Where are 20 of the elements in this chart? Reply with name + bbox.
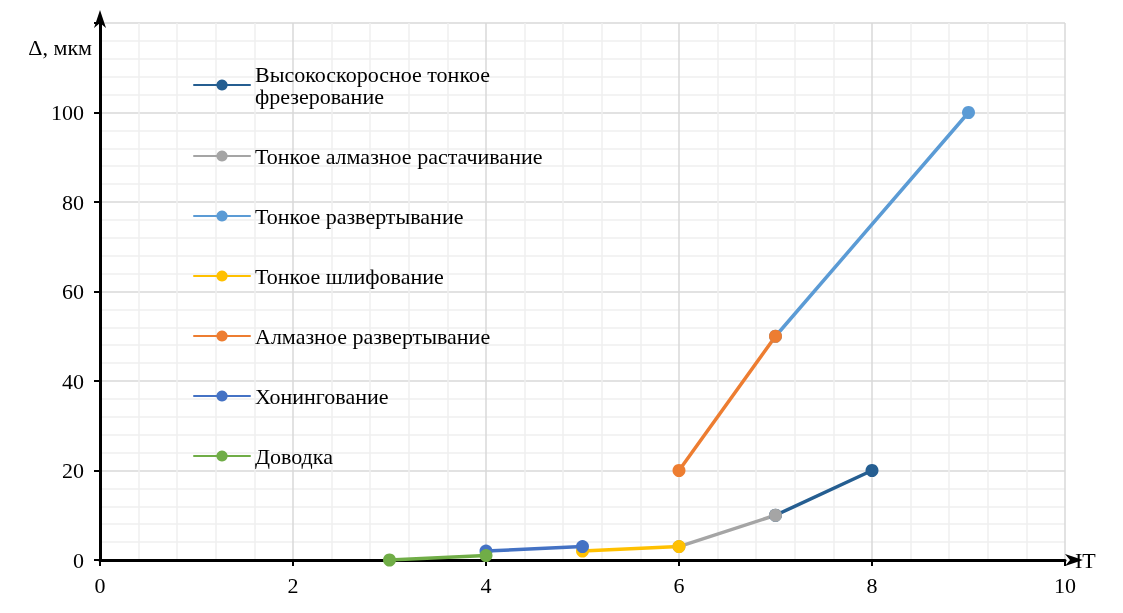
- x-tick-label: 0: [94, 572, 106, 598]
- legend-label: Тонкое алмазное растачивание: [255, 143, 543, 169]
- x-tick-label: 6: [673, 572, 685, 598]
- y-tick-label: 100: [51, 100, 84, 125]
- y-tick-label: 0: [73, 547, 84, 573]
- legend-label: Тонкое шлифование: [255, 263, 444, 289]
- legend-label: Тонкое развертывание: [255, 203, 464, 229]
- y-tick-label: 20: [62, 458, 84, 483]
- x-tick-label: 4: [480, 572, 492, 598]
- y-axis-title: Δ, мкм: [28, 34, 93, 60]
- legend-label: Доводка: [255, 443, 334, 469]
- y-tick-label: 40: [62, 368, 84, 394]
- y-tick-label: 60: [62, 279, 84, 304]
- y-tick-label: 80: [62, 189, 84, 215]
- legend-label: Высокоскоросное тонкое фрезерование: [255, 61, 490, 109]
- x-tick-label: 2: [287, 572, 299, 598]
- x-tick-label: 8: [866, 572, 878, 598]
- legend-label: Хонингование: [255, 383, 389, 409]
- legend-label: Алмазное развертывание: [255, 323, 491, 349]
- x-tick-label: 10: [1054, 572, 1076, 598]
